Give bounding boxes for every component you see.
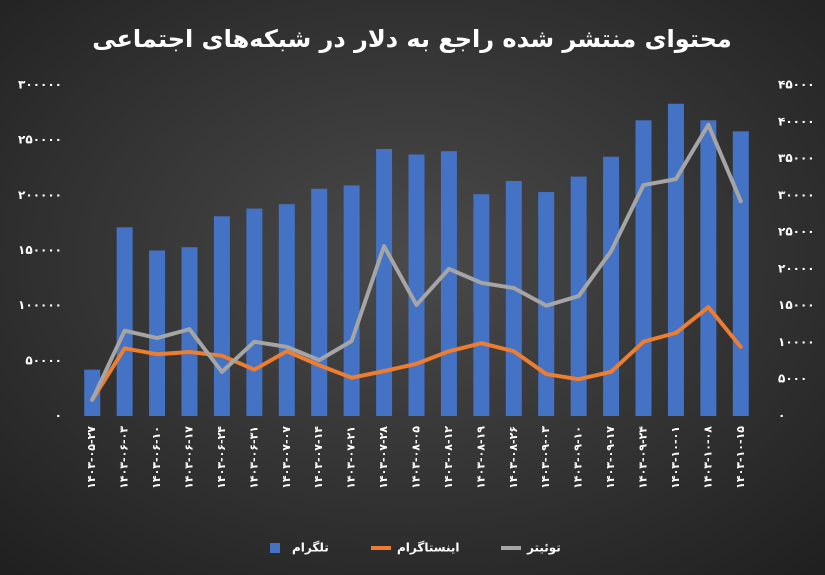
bar — [667, 103, 684, 417]
line — [90, 305, 743, 402]
bar — [440, 151, 457, 416]
x-tick-label: ۱۴۰۳-۰۹-۱۷ — [604, 426, 617, 489]
x-tick-label: ۱۴۰۳-۱۰-۱۵ — [734, 426, 747, 489]
bar — [343, 185, 360, 416]
y-tick-label: ۲۵۰۰۰۰ — [18, 133, 62, 147]
x-tick-label: ۱۴۰۳-۰۷-۲۸ — [377, 426, 390, 489]
x-tick-label: ۱۴۰۳-۰۸-۱۹ — [474, 426, 487, 489]
y2-tick-label: ۰ — [778, 409, 785, 423]
y2-tick-label: ۵۰۰۰ — [778, 372, 807, 386]
bar — [311, 188, 328, 416]
bar — [376, 148, 393, 416]
legend-label: تلگرام — [292, 541, 329, 556]
bar — [213, 216, 230, 416]
x-tick-label: ۱۴۰۳-۰۶-۱۰ — [150, 426, 163, 489]
x-tick-label: ۱۴۰۳-۰۶-۳۱ — [247, 426, 260, 489]
x-tick-label: ۱۴۰۳-۰۷-۲۱ — [345, 426, 358, 489]
x-tick-label: ۱۴۰۳-۰۷-۰۷ — [280, 426, 293, 489]
y-tick-label: ۳۰۰۰۰۰ — [18, 78, 62, 92]
y-tick-label: ۰ — [55, 409, 62, 423]
bar — [408, 154, 425, 416]
y2-tick-label: ۲۰۰۰۰ — [778, 261, 815, 275]
y2-tick-label: ۳۰۰۰۰ — [778, 188, 815, 202]
y2-tick-label: ۲۵۰۰۰ — [778, 225, 815, 239]
y-tick-label: ۲۰۰۰۰۰ — [18, 188, 62, 202]
x-tick-label: ۱۴۰۳-۱۰-۰۸ — [701, 426, 714, 489]
x-tick-label: ۱۴۰۳-۰۸-۰۵ — [410, 426, 423, 489]
y2-tick-label: ۳۵۰۰۰ — [778, 151, 815, 165]
x-tick-label: ۱۴۰۳-۰۹-۲۴ — [637, 426, 650, 489]
y2-tick-label: ۱۰۰۰۰ — [778, 335, 815, 349]
bar — [116, 227, 133, 416]
x-tick-label: ۱۴۰۳-۰۶-۰۳ — [118, 426, 131, 489]
x-tick-label: ۱۴۰۳-۰۸-۱۲ — [442, 426, 455, 489]
y-tick-label: ۱۰۰۰۰۰ — [18, 298, 62, 312]
bar — [278, 204, 295, 416]
x-tick-label: ۱۴۰۳-۰۵-۲۷ — [85, 426, 98, 489]
bar — [732, 131, 749, 416]
x-tick-label: ۱۴۰۳-۰۹-۰۳ — [539, 426, 552, 489]
x-tick-label: ۱۴۰۳-۰۷-۱۴ — [312, 426, 325, 489]
legend-swatch — [270, 543, 280, 553]
x-tick-label: ۱۴۰۳-۱۰-۰۱ — [669, 426, 682, 489]
bar — [505, 180, 522, 416]
chart-title: محتوای منتشر شده راجع به دلار در شبکه‌ها… — [92, 25, 732, 53]
x-tick-label: ۱۴۰۳-۰۶-۲۴ — [215, 426, 228, 489]
y2-tick-label: ۴۰۰۰۰ — [778, 114, 815, 128]
legend-label: توئیتر — [526, 541, 561, 556]
bar — [603, 156, 620, 416]
bar — [246, 208, 263, 416]
bar — [700, 120, 717, 416]
line — [90, 122, 743, 402]
x-tick-label: ۱۴۰۳-۰۹-۱۰ — [572, 426, 585, 489]
y2-tick-label: ۱۵۰۰۰ — [778, 298, 815, 312]
y-tick-label: ۱۵۰۰۰۰ — [18, 243, 62, 257]
y2-tick-label: ۴۵۰۰۰ — [778, 78, 815, 92]
bar — [149, 250, 166, 416]
x-tick-label: ۱۴۰۳-۰۸-۲۶ — [507, 426, 520, 489]
legend-label: اینستاگرام — [397, 541, 459, 556]
bar — [635, 120, 652, 416]
y-tick-label: ۵۰۰۰۰ — [25, 353, 62, 367]
x-tick-label: ۱۴۰۳-۰۶-۱۷ — [183, 426, 196, 489]
bar — [473, 194, 490, 416]
bar — [84, 369, 101, 416]
